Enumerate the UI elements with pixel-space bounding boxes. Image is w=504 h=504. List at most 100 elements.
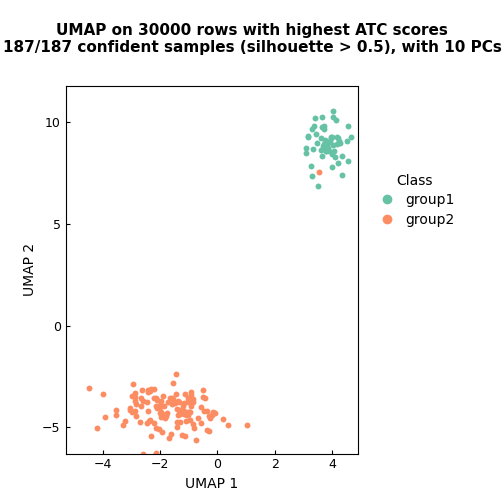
Point (324, 144, 332, 152)
Point (173, 405, 181, 413)
Point (176, 410, 184, 418)
Point (161, 414, 169, 422)
Point (312, 130, 321, 138)
Point (318, 123, 326, 132)
Point (304, 132, 312, 140)
Point (150, 394, 158, 402)
Point (338, 152, 346, 160)
Point (156, 401, 164, 409)
Point (128, 408, 136, 416)
Point (329, 112, 337, 120)
Point (152, 424, 160, 432)
Point (327, 134, 335, 142)
Point (139, 397, 147, 405)
Point (156, 408, 164, 416)
Point (333, 133, 341, 141)
Point (166, 394, 174, 402)
Point (180, 410, 188, 418)
Point (131, 389, 139, 397)
Point (184, 411, 193, 419)
Point (334, 134, 342, 142)
Point (173, 423, 181, 431)
X-axis label: UMAP 1: UMAP 1 (185, 477, 238, 491)
Point (331, 153, 339, 161)
Text: UMAP on 30000 rows with highest ATC scores
187/187 confident samples (silhouette: UMAP on 30000 rows with highest ATC scor… (3, 23, 501, 55)
Point (184, 409, 192, 417)
Point (326, 137, 334, 145)
Point (173, 418, 181, 426)
Point (322, 147, 330, 155)
Point (224, 421, 232, 429)
Point (174, 397, 182, 405)
Point (168, 400, 176, 408)
Point (183, 397, 192, 405)
Point (156, 403, 164, 411)
Point (144, 388, 152, 396)
Point (317, 134, 325, 142)
Point (184, 394, 193, 402)
Point (347, 133, 355, 141)
Point (126, 404, 134, 412)
Point (162, 412, 170, 420)
Point (190, 420, 198, 428)
Point (205, 412, 213, 420)
Point (128, 392, 136, 400)
Point (164, 398, 172, 406)
Point (136, 418, 144, 426)
Point (201, 407, 209, 415)
Point (315, 168, 323, 176)
Point (307, 162, 316, 170)
Point (157, 412, 165, 420)
Point (120, 417, 129, 425)
Point (329, 107, 337, 115)
Point (155, 425, 163, 433)
Point (179, 409, 187, 417)
Point (150, 419, 158, 427)
Point (111, 406, 119, 414)
Point (197, 419, 205, 427)
Point (325, 147, 333, 155)
Point (180, 410, 188, 418)
Point (180, 407, 188, 415)
Point (158, 428, 166, 436)
Point (206, 414, 214, 422)
Point (129, 381, 137, 389)
Point (86, 384, 94, 392)
Point (323, 142, 331, 150)
Point (146, 387, 154, 395)
Point (200, 386, 208, 394)
Legend: group1, group2: group1, group2 (373, 173, 455, 227)
Point (112, 411, 120, 419)
Point (137, 402, 145, 410)
Point (211, 409, 219, 417)
Point (126, 406, 134, 414)
Point (181, 391, 190, 399)
Point (328, 150, 336, 158)
Point (327, 133, 335, 141)
Point (197, 403, 205, 411)
Point (201, 394, 209, 402)
Point (187, 402, 195, 410)
Point (147, 385, 155, 393)
Point (209, 408, 217, 416)
Point (190, 424, 198, 432)
Point (182, 417, 190, 425)
Point (332, 116, 340, 124)
Point (157, 409, 165, 417)
Point (336, 139, 344, 147)
Point (176, 417, 184, 425)
Point (171, 370, 179, 378)
Point (199, 393, 207, 401)
Point (159, 392, 167, 400)
Point (132, 400, 140, 408)
Y-axis label: UMAP 2: UMAP 2 (23, 243, 37, 296)
Point (309, 145, 317, 153)
Point (156, 409, 164, 417)
Point (319, 113, 327, 121)
Point (152, 394, 160, 402)
Point (157, 397, 165, 405)
Point (335, 137, 343, 145)
Point (153, 396, 161, 404)
Point (301, 144, 309, 152)
Point (189, 395, 197, 403)
